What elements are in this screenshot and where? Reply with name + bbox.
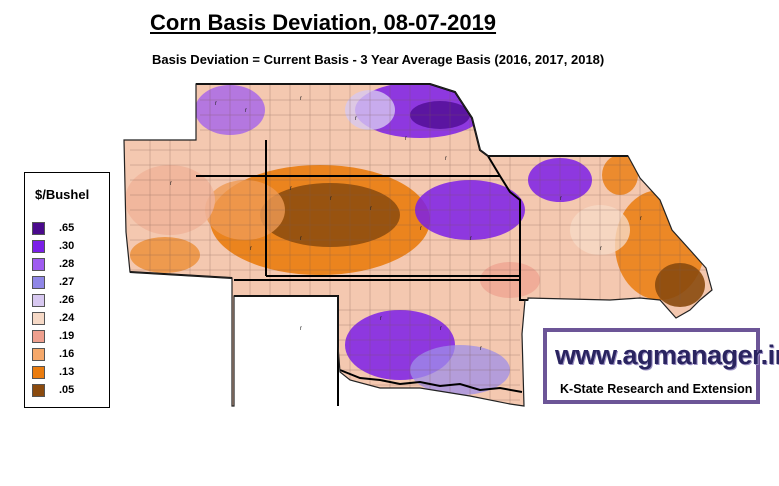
svg-text:r: r [480, 346, 482, 352]
svg-text:r: r [170, 181, 172, 187]
legend-item: .65 [32, 221, 74, 235]
legend-swatch [32, 275, 45, 289]
legend-item: .13 [32, 365, 74, 379]
page-subtitle: Basis Deviation = Current Basis - 3 Year… [152, 52, 605, 67]
svg-text:r: r [245, 108, 247, 114]
legend-swatch [32, 221, 45, 235]
legend-swatch [32, 329, 45, 343]
legend-label: .16 [59, 348, 75, 360]
legend-label: .19 [59, 330, 75, 342]
legend-item: .27 [32, 275, 74, 289]
legend-swatch [32, 239, 45, 253]
legend-label: .27 [59, 276, 75, 288]
legend-item: .26 [32, 293, 74, 307]
brand-tagline: K-State Research and Extension [560, 382, 753, 396]
svg-text:r: r [370, 206, 372, 212]
svg-text:r: r [640, 216, 642, 222]
legend-title: $/Bushel [35, 187, 90, 202]
legend-swatch [32, 365, 45, 379]
brand-url: www.agmanager.info [555, 340, 779, 370]
page-title: Corn Basis Deviation, 08-07-2019 [150, 10, 497, 35]
svg-text:r: r [405, 136, 407, 142]
svg-text:r: r [290, 186, 292, 192]
agmanager-brand-box: www.agmanager.info K-State Research and … [543, 328, 779, 404]
legend-item: .19 [32, 329, 74, 343]
legend-label: .65 [59, 222, 75, 234]
svg-text:r: r [420, 226, 422, 232]
svg-text:r: r [250, 246, 252, 252]
legend-swatch [32, 293, 45, 307]
svg-text:r: r [600, 246, 602, 252]
legend-item: .16 [32, 347, 74, 361]
legend-label: .30 [59, 240, 75, 252]
legend-label: .28 [59, 258, 75, 270]
svg-text:r: r [445, 156, 447, 162]
svg-text:r: r [300, 236, 302, 242]
legend-item: .24 [32, 311, 74, 325]
svg-text:r: r [560, 196, 562, 202]
svg-text:r: r [300, 326, 302, 332]
svg-text:r: r [215, 101, 217, 107]
svg-text:r: r [330, 196, 332, 202]
svg-text:r: r [300, 96, 302, 102]
svg-text:r: r [440, 326, 442, 332]
legend-label: .13 [59, 366, 75, 378]
svg-text:r: r [470, 236, 472, 242]
legend-swatch [32, 347, 45, 361]
legend-label: .05 [59, 384, 75, 396]
svg-text:r: r [355, 116, 357, 122]
legend-item: .28 [32, 257, 74, 271]
legend-swatch [32, 383, 45, 397]
svg-text:r: r [380, 316, 382, 322]
legend-item: .30 [32, 239, 74, 253]
legend: $/Bushel .65 .30 .28 .27 .26 .24 .19 .16 .13 .05 [24, 172, 110, 408]
legend-item: .05 [32, 383, 74, 397]
legend-swatch [32, 257, 45, 271]
legend-label: .26 [59, 294, 75, 306]
legend-swatch [32, 311, 45, 325]
legend-label: .24 [59, 312, 75, 324]
